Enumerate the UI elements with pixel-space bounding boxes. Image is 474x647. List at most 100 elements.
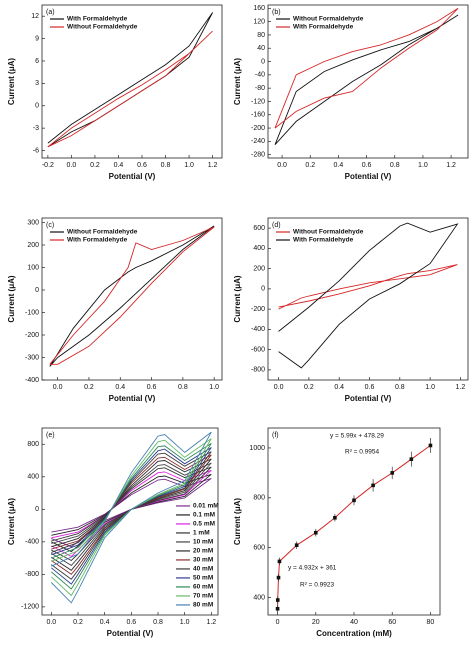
y-tick-label: -800 bbox=[251, 367, 265, 374]
x-tick-label: 1.2 bbox=[206, 619, 216, 626]
x-tick-label: 0.4 bbox=[114, 162, 124, 169]
legend-label: Without Formaldehyde bbox=[67, 229, 138, 236]
legend-label: 20 mM bbox=[193, 548, 213, 555]
y-axis-label: Current (μA) bbox=[233, 275, 242, 322]
x-tick-label: 0.2 bbox=[84, 384, 94, 391]
legend-label: Without Formaldehyde bbox=[67, 24, 138, 31]
x-axis-label: Potential (V) bbox=[345, 172, 392, 181]
legend-label: Without Formaldehyde bbox=[293, 229, 364, 236]
y-tick-label: 200 bbox=[253, 265, 265, 272]
annotation: y = 4.932x + 361 bbox=[288, 565, 337, 572]
x-tick-label: 1.2 bbox=[208, 162, 218, 169]
x-tick-label: 0.6 bbox=[126, 619, 136, 626]
y-tick-label: -200 bbox=[251, 306, 265, 313]
x-tick-label: 0.6 bbox=[137, 162, 147, 169]
x-axis-label: Potential (V) bbox=[107, 629, 154, 638]
y-tick-label: 6 bbox=[35, 58, 39, 65]
panel: -0.2 0.0 0.2 0.4 0.6 0.8 1.0 1.2 -6 -3 0 3 6 9 12 Poten… bbox=[7, 4, 223, 181]
data-point bbox=[276, 575, 281, 580]
y-tick-label: -6 bbox=[33, 147, 39, 154]
cv-curve bbox=[49, 226, 215, 365]
legend-label: With Formaldehyde bbox=[293, 237, 354, 244]
x-tick-label: 0.8 bbox=[390, 162, 400, 169]
data-point bbox=[294, 543, 299, 547]
y-tick-label: -300 bbox=[25, 354, 39, 361]
y-tick-label: 100 bbox=[27, 264, 39, 271]
panel: 0 20 40 60 80 400 600 800 1000 Concentration (mM)… bbox=[233, 427, 441, 638]
legend-label: With Formaldehyde bbox=[293, 24, 354, 31]
y-tick-label: -280 bbox=[251, 152, 265, 159]
legend-label: 0.01 mM bbox=[193, 503, 219, 510]
x-tick-label: 80 bbox=[427, 619, 435, 626]
y-tick-label: -200 bbox=[25, 332, 39, 339]
panel-label: (c) bbox=[46, 222, 54, 229]
data-point bbox=[371, 483, 375, 488]
y-tick-label: -160 bbox=[251, 112, 265, 119]
x-tick-label: 1.0 bbox=[184, 162, 194, 169]
x-tick-label: 1.2 bbox=[456, 384, 466, 391]
x-tick-label: 0.8 bbox=[153, 619, 163, 626]
panel-label: (e) bbox=[46, 432, 55, 439]
y-tick-label: 400 bbox=[253, 245, 265, 252]
x-axis-label: Potential (V) bbox=[109, 394, 156, 403]
data-point bbox=[352, 498, 356, 503]
x-tick-label: 0.2 bbox=[304, 384, 314, 391]
plot-frame bbox=[41, 427, 219, 616]
x-tick-label: 1.0 bbox=[425, 384, 435, 391]
panel: 0.0 0.2 0.4 0.6 0.8 1.0 -400 -300 -200 -100 0 100 20… bbox=[7, 217, 223, 403]
y-tick-label: 400 bbox=[253, 594, 265, 601]
legend-label: 80 mM bbox=[193, 602, 213, 609]
x-tick-label: 1.2 bbox=[446, 162, 456, 169]
y-tick-label: 0 bbox=[261, 286, 265, 293]
y-tick-label: -200 bbox=[251, 125, 265, 132]
y-tick-label: 0 bbox=[35, 103, 39, 110]
y-tick-label: -400 bbox=[25, 539, 39, 546]
plot-frame bbox=[267, 217, 469, 381]
cv-curve bbox=[274, 7, 459, 129]
panel: 0.0 0.2 0.4 0.6 0.8 1.0 1.2 -1200 -800 -400 0 400 80… bbox=[7, 427, 219, 638]
data-point bbox=[313, 530, 318, 535]
cv-curve bbox=[49, 225, 215, 367]
y-axis-label: Current (μA) bbox=[233, 498, 242, 545]
x-tick-label: 20 bbox=[312, 619, 320, 626]
y-axis-label: Current (μA) bbox=[7, 498, 16, 545]
cv-curve bbox=[50, 431, 212, 604]
x-tick-label: 0.2 bbox=[73, 619, 83, 626]
x-tick-label: 0.8 bbox=[161, 162, 171, 169]
x-tick-label: 0.0 bbox=[53, 384, 63, 391]
x-tick-label: 0.4 bbox=[115, 384, 125, 391]
panel-label: (b) bbox=[272, 9, 281, 16]
y-tick-label: 9 bbox=[35, 35, 39, 42]
legend-label: 60 mM bbox=[193, 584, 213, 591]
x-axis-label: Potential (V) bbox=[345, 394, 392, 403]
x-tick-label: 0.0 bbox=[274, 384, 284, 391]
x-tick-label: 0.6 bbox=[365, 384, 375, 391]
x-tick-label: 0.4 bbox=[334, 384, 344, 391]
legend-label: 0.5 mM bbox=[193, 521, 215, 528]
y-tick-label: -240 bbox=[251, 138, 265, 145]
y-tick-label: 300 bbox=[27, 219, 39, 226]
cv-curve bbox=[278, 222, 459, 369]
y-tick-label: 400 bbox=[27, 474, 39, 481]
panel: 0.0 0.2 0.4 0.6 0.8 1.0 1.2 -280 -240 -200 -160 -12… bbox=[233, 4, 469, 181]
x-tick-label: 0.8 bbox=[395, 384, 405, 391]
x-tick-label: 0 bbox=[276, 619, 280, 626]
y-tick-label: -600 bbox=[251, 346, 265, 353]
y-tick-label: 0 bbox=[261, 58, 265, 65]
y-tick-label: -80 bbox=[255, 85, 265, 92]
legend-label: Without Formaldehyde bbox=[293, 16, 364, 23]
panel-label: (f) bbox=[272, 432, 279, 439]
x-tick-label: 0.4 bbox=[100, 619, 110, 626]
y-tick-label: 600 bbox=[253, 545, 265, 552]
y-tick-label: -400 bbox=[25, 377, 39, 384]
x-tick-label: -0.2 bbox=[42, 162, 54, 169]
y-tick-label: 1000 bbox=[249, 445, 265, 452]
x-tick-label: 1.0 bbox=[180, 619, 190, 626]
x-tick-label: 0.4 bbox=[334, 162, 344, 169]
x-tick-label: 0.0 bbox=[67, 162, 77, 169]
x-axis-label: Potential (V) bbox=[109, 172, 156, 181]
plot-frame bbox=[267, 4, 469, 159]
x-tick-label: 0.8 bbox=[178, 384, 188, 391]
